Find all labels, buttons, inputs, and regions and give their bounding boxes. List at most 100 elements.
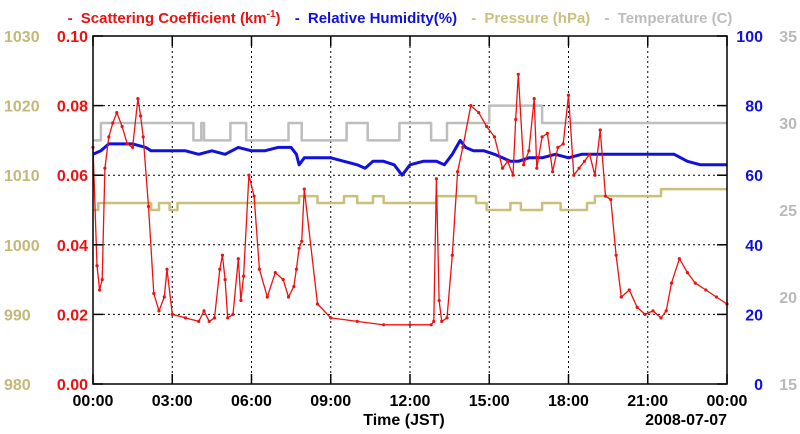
scattering-point	[527, 149, 531, 153]
scattering-point	[461, 145, 465, 149]
scattering-tick-label: 0.08	[57, 99, 88, 116]
scattering-point	[136, 97, 140, 101]
scattering-point	[223, 278, 227, 282]
x-tick-label: 18:00	[548, 393, 589, 410]
scattering-point	[226, 316, 230, 320]
scattering-point	[577, 166, 581, 170]
temperature-tick-label: 25	[779, 203, 797, 220]
x-tick-label: 00:00	[707, 393, 748, 410]
scattering-point	[619, 295, 623, 299]
scattering-point	[162, 295, 166, 299]
gridlines	[93, 36, 727, 384]
scattering-point	[170, 312, 174, 316]
scattering-point	[593, 173, 597, 177]
scattering-point	[329, 316, 333, 320]
scattering-point	[492, 135, 497, 139]
x-tick-label: 03:00	[152, 393, 193, 410]
scattering-point	[302, 187, 306, 191]
axes: 00:00 03:00 06:00 09:00 12:00 15:00 18:00 21:00…	[4, 29, 797, 410]
scattering-point	[202, 309, 206, 313]
scattering-point	[635, 305, 639, 309]
scattering-point	[556, 145, 560, 149]
scattering-point	[514, 117, 518, 122]
humidity-tick-label: 80	[745, 99, 763, 116]
legend-scattering-tail: )	[276, 10, 281, 27]
scattering-point	[598, 128, 602, 132]
scattering-point	[265, 295, 269, 299]
temperature-tick-label: 15	[779, 377, 797, 394]
pressure-line	[93, 187, 727, 212]
scattering-point	[197, 319, 201, 323]
legend-humidity-label: Relative Humidity(%)	[308, 10, 457, 27]
scattering-point	[566, 93, 571, 97]
scattering-point	[651, 309, 655, 313]
x-tick-label: 12:00	[390, 393, 431, 410]
scattering-point	[294, 267, 298, 271]
scattering-point	[95, 264, 99, 268]
scattering-tick-label: 0.10	[57, 29, 88, 46]
scattering-point	[582, 159, 587, 163]
scattering-point	[98, 288, 102, 292]
scattering-point	[506, 159, 510, 163]
legend-temperature-dash: -	[604, 10, 609, 27]
legend: - Scattering Coefficient (km-1) - Relati…	[68, 9, 733, 27]
legend-pressure-dash: -	[471, 10, 476, 27]
scattering-point	[146, 204, 151, 209]
scattering-tick-label: 0.00	[57, 377, 88, 394]
legend-scattering-sup: -1	[267, 9, 276, 20]
pressure-tick-label: 1020	[4, 99, 40, 116]
scattering-point	[434, 177, 438, 181]
scattering-point	[664, 309, 668, 313]
temperature-tick-label: 20	[779, 290, 797, 307]
scattering-point	[545, 131, 550, 135]
scattering-point	[432, 319, 436, 323]
scattering-point	[165, 267, 169, 271]
scattering-point	[239, 298, 243, 303]
scattering-point	[236, 257, 240, 261]
scattering-point	[157, 309, 161, 313]
scattering-point	[516, 72, 520, 76]
scattering-point	[141, 135, 145, 139]
scattering-point	[281, 278, 285, 282]
scattering-point	[440, 319, 444, 323]
x-tick-label: 15:00	[469, 393, 510, 410]
scattering-point	[242, 274, 246, 278]
x-tick-label: 06:00	[231, 393, 272, 410]
scattering-point	[522, 163, 526, 167]
scattering-tick-label: 0.04	[57, 238, 88, 255]
pressure-tick-label: 1000	[4, 238, 40, 255]
scattering-point	[382, 323, 386, 327]
scattering-point	[614, 253, 618, 257]
scattering-point	[437, 298, 441, 303]
scattering-point	[103, 166, 107, 170]
scattering-point	[115, 111, 119, 115]
scattering-point	[139, 114, 143, 118]
scattering-point	[685, 271, 690, 275]
scattering-point	[603, 194, 608, 198]
pressure-tick-label: 1030	[4, 29, 40, 46]
scattering-point	[100, 278, 104, 282]
scattering-point	[532, 97, 536, 101]
x-axis-label: Time (JST)	[363, 412, 445, 429]
scattering-point	[511, 173, 515, 177]
scattering-point	[207, 319, 211, 323]
scattering-point	[252, 194, 256, 198]
scattering-point	[693, 281, 697, 285]
humidity-tick-label: 100	[736, 29, 763, 46]
scattering-point	[588, 152, 592, 156]
scattering-point	[107, 135, 111, 139]
scattering-point	[627, 288, 631, 292]
humidity-tick-label: 0	[754, 377, 763, 394]
scattering-point	[704, 288, 708, 292]
scattering-point	[297, 246, 301, 250]
pressure-tick-label: 1010	[4, 168, 40, 185]
scattering-point	[477, 111, 481, 115]
pressure-tick-label: 990	[4, 307, 31, 324]
x-tick-label: 09:00	[310, 393, 351, 410]
scattering-point	[551, 170, 555, 174]
legend-pressure-label: Pressure (hPa)	[484, 10, 590, 27]
temperature-tick-label: 30	[779, 116, 797, 133]
scattering-point	[643, 312, 647, 316]
scattering-point	[218, 267, 222, 271]
